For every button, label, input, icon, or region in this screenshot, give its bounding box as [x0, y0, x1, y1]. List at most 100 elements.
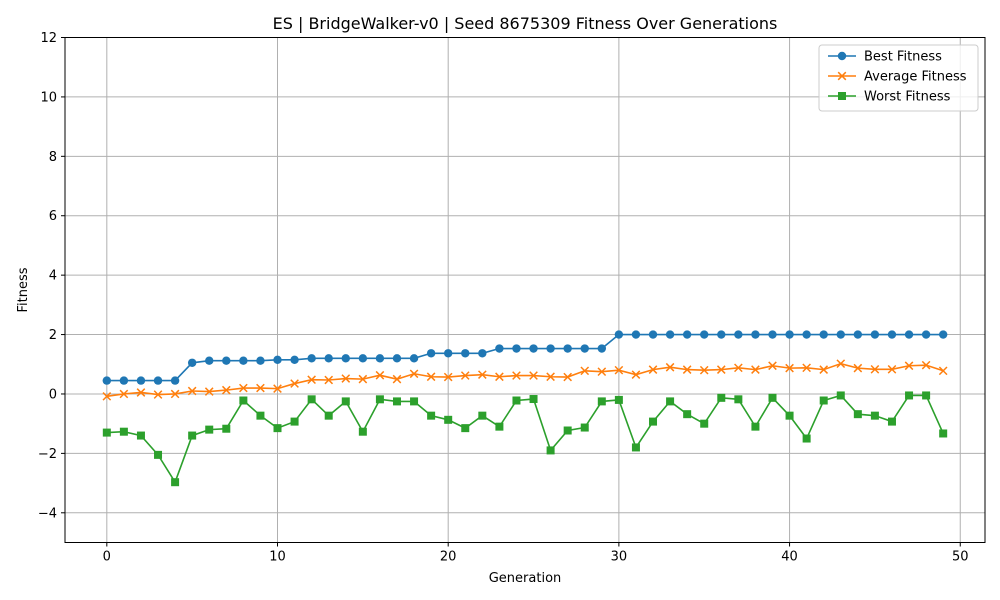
- data-point: [239, 396, 248, 405]
- data-point: [477, 370, 487, 379]
- data-point: [614, 330, 624, 339]
- data-point: [682, 365, 692, 374]
- data-point: [768, 393, 777, 402]
- data-point: [529, 371, 538, 380]
- data-point: [170, 389, 180, 399]
- data-point: [324, 354, 333, 363]
- data-point: [273, 355, 282, 365]
- legend-frame: [818, 44, 979, 112]
- data-point: [460, 371, 470, 380]
- series-line: [106, 362, 944, 398]
- data-point: [938, 366, 948, 376]
- data-point: [631, 330, 641, 339]
- data-point: [836, 330, 845, 339]
- data-point: [836, 391, 845, 400]
- data-point: [392, 374, 402, 384]
- data-point: [426, 349, 436, 358]
- legend-label: Worst Fitness: [864, 90, 951, 105]
- data-point: [426, 372, 436, 382]
- data-point: [546, 446, 555, 455]
- data-point: [785, 330, 794, 339]
- data-point: [410, 397, 419, 406]
- data-point: [187, 386, 197, 396]
- data-point: [444, 415, 453, 424]
- data-point: [222, 356, 231, 365]
- data-point: [154, 450, 163, 459]
- data-point: [512, 344, 521, 353]
- data-point: [273, 384, 282, 393]
- data-point: [187, 358, 197, 367]
- data-point: [905, 391, 914, 400]
- data-point: [580, 423, 589, 432]
- legend-item: Best Fitness: [828, 50, 942, 65]
- data-point: [495, 372, 504, 382]
- y-tick-label: 2: [49, 328, 57, 343]
- data-point: [751, 330, 760, 339]
- data-point: [597, 397, 606, 406]
- data-point: [324, 375, 334, 385]
- data-point: [222, 424, 231, 433]
- data-point: [358, 427, 367, 436]
- data-point: [802, 330, 811, 339]
- data-point: [546, 372, 555, 382]
- data-point: [734, 395, 743, 404]
- data-point: [904, 361, 914, 371]
- data-point: [392, 354, 402, 363]
- chart-title: ES | BridgeWalker-v0 | Seed 8675309 Fitn…: [273, 14, 778, 33]
- data-point: [341, 354, 350, 363]
- data-point: [836, 359, 846, 369]
- data-point: [887, 364, 897, 374]
- data-point: [648, 330, 658, 339]
- data-point: [819, 330, 828, 339]
- data-point: [221, 385, 231, 395]
- x-tick-label: 10: [269, 550, 286, 565]
- y-axis-label: Fitness: [16, 267, 31, 312]
- data-point: [136, 431, 145, 440]
- data-point: [136, 376, 146, 385]
- data-point: [290, 355, 299, 365]
- data-point: [512, 396, 521, 405]
- data-point: [119, 389, 129, 399]
- legend-label: Best Fitness: [864, 50, 942, 65]
- y-tick-label: 0: [49, 387, 57, 402]
- data-point: [938, 330, 948, 339]
- data-point: [273, 424, 282, 433]
- x-tick-label: 0: [103, 550, 111, 565]
- data-point: [204, 387, 214, 396]
- data-point: [785, 363, 794, 373]
- data-point: [699, 365, 709, 375]
- data-point: [119, 427, 128, 436]
- data-point: [341, 374, 351, 383]
- data-point: [802, 363, 811, 373]
- legend-label: Average Fitness: [864, 70, 967, 85]
- legend-marker: [837, 51, 847, 61]
- y-tick-label: 8: [49, 150, 57, 165]
- data-point: [324, 411, 333, 420]
- data-point: [171, 478, 180, 487]
- data-point: [307, 354, 316, 363]
- data-point: [853, 363, 863, 373]
- data-point: [870, 411, 879, 420]
- series-best-fitness: [102, 330, 948, 385]
- data-point: [188, 431, 197, 440]
- data-point: [785, 411, 794, 420]
- data-point: [375, 370, 385, 380]
- data-point: [853, 410, 862, 419]
- data-point: [921, 330, 931, 339]
- data-point: [580, 366, 590, 376]
- data-point: [239, 383, 248, 393]
- data-point: [631, 443, 640, 452]
- data-point: [256, 411, 265, 420]
- data-point: [751, 365, 760, 374]
- data-point: [614, 395, 623, 404]
- series-line: [106, 333, 944, 382]
- data-point: [529, 344, 538, 353]
- x-tick-label: 30: [611, 550, 628, 565]
- data-point: [614, 365, 624, 375]
- data-point: [153, 376, 163, 385]
- data-point: [170, 376, 180, 385]
- data-point: [648, 365, 658, 374]
- data-point: [512, 371, 521, 380]
- data-point: [819, 396, 828, 405]
